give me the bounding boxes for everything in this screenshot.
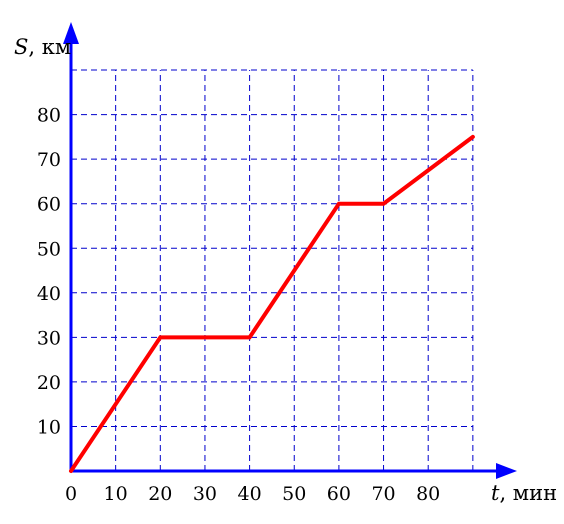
y-tick-label: 40 <box>37 283 61 305</box>
x-axis-unit: , мин <box>499 481 557 505</box>
x-tick-label: 50 <box>282 483 306 505</box>
x-tick-label: 10 <box>104 483 128 505</box>
x-tick-label: 0 <box>65 483 77 505</box>
y-tick-label: 10 <box>37 416 61 438</box>
y-axis-variable: S <box>14 35 28 59</box>
x-tick-label: 20 <box>148 483 172 505</box>
x-axis-arrow <box>496 463 517 479</box>
x-tick-label: 80 <box>416 483 440 505</box>
y-axis-unit: , км <box>28 35 71 59</box>
y-axis-arrow <box>63 22 79 44</box>
y-tick-label: 80 <box>37 105 61 127</box>
y-tick-label: 60 <box>37 194 61 216</box>
x-tick-label: 30 <box>193 483 217 505</box>
x-axis-variable: t <box>491 481 500 505</box>
x-tick-label: 40 <box>238 483 262 505</box>
tick-labels: 0 10 20 30 40 50 60 70 80 10 20 30 40 50 60 70 80 <box>37 105 440 505</box>
x-axis-title: t, мин <box>491 481 557 505</box>
y-tick-label: 50 <box>37 238 61 260</box>
y-axis-title: S, км <box>14 35 71 59</box>
y-tick-label: 20 <box>37 372 61 394</box>
series-line <box>69 134 475 473</box>
y-tick-label: 70 <box>37 149 61 171</box>
axes <box>63 22 517 479</box>
series <box>69 134 475 473</box>
y-tick-label: 30 <box>37 327 61 349</box>
grid <box>71 69 474 471</box>
x-tick-label: 70 <box>371 483 395 505</box>
x-tick-label: 60 <box>327 483 351 505</box>
